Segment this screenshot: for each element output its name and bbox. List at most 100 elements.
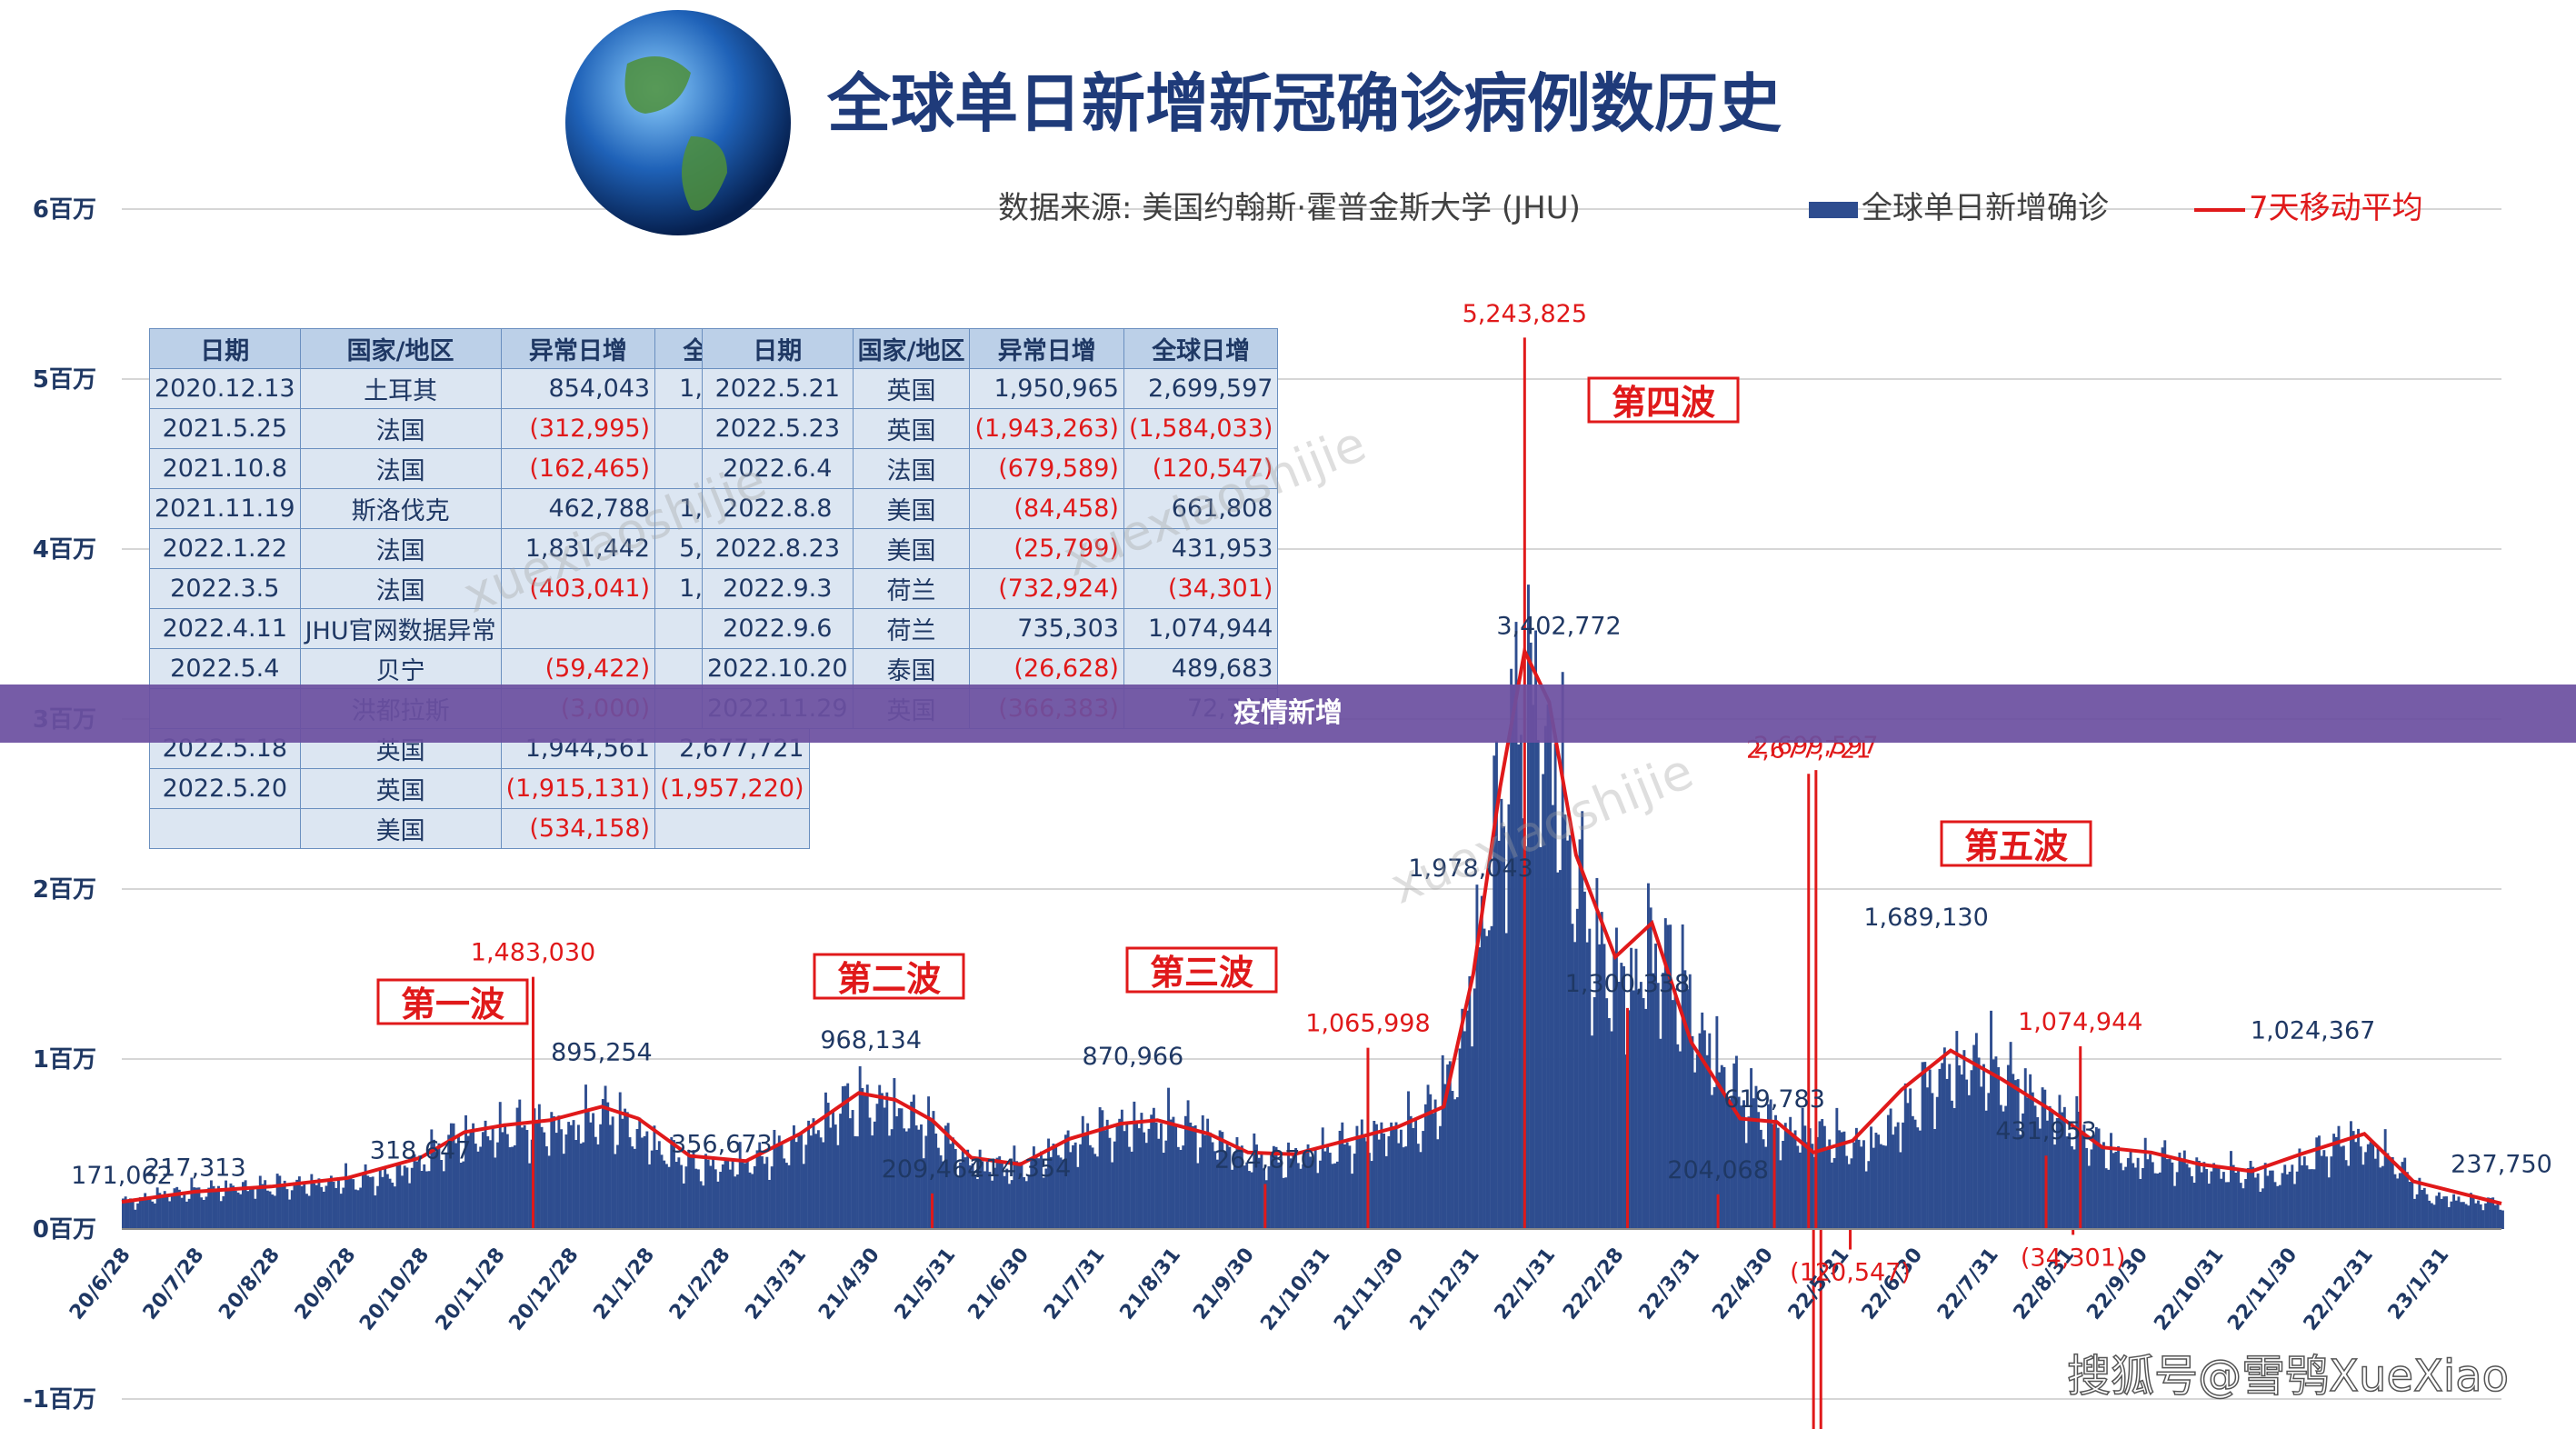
table-cell: 462,788 xyxy=(500,488,656,529)
daily-bar xyxy=(1475,884,1479,1229)
daily-bar xyxy=(553,1115,555,1229)
daily-bar xyxy=(1150,1114,1153,1229)
daily-bar xyxy=(1634,948,1638,1229)
daily-bar xyxy=(185,1201,188,1229)
x-tick-label: 20/12/28 xyxy=(504,1244,583,1334)
daily-bar xyxy=(822,1142,825,1229)
daily-bar xyxy=(1243,1165,1246,1229)
daily-bar xyxy=(518,1099,522,1229)
daily-bar xyxy=(2220,1178,2223,1229)
daily-bar xyxy=(2188,1167,2192,1229)
daily-bar xyxy=(1870,1126,1872,1229)
legend-line-label: 7天移动平均 xyxy=(2249,190,2423,226)
daily-bar xyxy=(763,1164,766,1229)
daily-bar xyxy=(1503,825,1505,1229)
daily-bar xyxy=(1328,1153,1332,1229)
daily-bar xyxy=(2464,1204,2468,1229)
daily-bar xyxy=(2012,1074,2015,1229)
daily-bar xyxy=(952,1137,954,1229)
daily-bar xyxy=(327,1179,331,1229)
daily-bar xyxy=(768,1179,771,1229)
table-cell: 贝宁 xyxy=(299,648,502,689)
table-row: 2022.5.21 英国 1,950,965 2,699,597 xyxy=(702,368,1279,409)
daily-bar xyxy=(1796,1145,1800,1229)
daily-bar xyxy=(342,1187,345,1229)
daily-bar xyxy=(606,1102,610,1229)
daily-bar xyxy=(694,1168,698,1229)
daily-bar xyxy=(819,1137,823,1229)
daily-bar xyxy=(1253,1133,1256,1229)
daily-bar xyxy=(1483,928,1486,1229)
daily-bar xyxy=(1977,1057,1981,1229)
daily-bar xyxy=(1532,705,1535,1229)
daily-bar xyxy=(794,1142,798,1229)
daily-bar xyxy=(2484,1203,2488,1229)
daily-bar xyxy=(959,1162,963,1229)
table-cell: 1,950,965 xyxy=(969,368,1124,409)
daily-bar xyxy=(1034,1154,1038,1229)
daily-bar xyxy=(2391,1156,2394,1229)
daily-bar xyxy=(734,1176,737,1229)
daily-bar xyxy=(1727,1101,1731,1229)
daily-bar xyxy=(1360,1119,1363,1229)
daily-bar xyxy=(364,1164,367,1229)
daily-bar xyxy=(486,1136,490,1229)
daily-bar xyxy=(1673,988,1677,1229)
daily-bar xyxy=(320,1186,324,1229)
daily-bar xyxy=(1671,1000,1674,1229)
data-label: 3,402,772 xyxy=(1496,613,1621,641)
daily-bar xyxy=(621,1118,624,1229)
daily-bar xyxy=(324,1185,328,1229)
daily-bar xyxy=(1160,1123,1163,1229)
daily-bar xyxy=(197,1187,201,1229)
daily-bar xyxy=(1654,944,1657,1229)
daily-bar xyxy=(1701,1012,1704,1229)
daily-bar xyxy=(790,1137,794,1229)
daily-bar xyxy=(611,1116,614,1229)
daily-bar xyxy=(1529,642,1533,1229)
daily-bar xyxy=(865,1084,869,1229)
x-tick-label: 21/4/30 xyxy=(814,1244,884,1324)
data-label: 619,783 xyxy=(1723,1085,1825,1114)
table-cell: (403,041) xyxy=(500,568,656,609)
wave-box xyxy=(813,953,965,1000)
daily-bar xyxy=(973,1174,977,1229)
daily-bar xyxy=(2242,1188,2245,1229)
wave-box xyxy=(376,978,529,1025)
daily-bar xyxy=(1698,1033,1702,1229)
daily-bar xyxy=(356,1190,360,1229)
daily-bar xyxy=(2435,1195,2439,1229)
daily-bar xyxy=(731,1159,734,1229)
table-cell: 美国 xyxy=(299,808,502,849)
daily-bar xyxy=(846,1083,850,1229)
daily-bar xyxy=(1825,1149,1829,1229)
daily-bar xyxy=(2205,1168,2208,1229)
daily-bar xyxy=(2308,1169,2311,1229)
daily-bar xyxy=(442,1171,445,1229)
daily-bar xyxy=(2239,1183,2242,1229)
daily-bar xyxy=(1933,1129,1937,1229)
y-tick-label: 6百万 xyxy=(33,196,96,224)
daily-bar xyxy=(1206,1118,1210,1229)
daily-bar xyxy=(440,1160,444,1229)
daily-bar xyxy=(868,1117,872,1229)
daily-bar xyxy=(234,1190,237,1229)
daily-bar xyxy=(2253,1177,2257,1229)
daily-bar xyxy=(1598,944,1602,1229)
daily-bar xyxy=(187,1198,191,1229)
daily-bar xyxy=(1111,1162,1114,1229)
data-label: 1,074,944 xyxy=(2018,1008,2142,1036)
daily-bar xyxy=(1960,1074,1963,1229)
daily-bar xyxy=(2327,1177,2331,1229)
daily-bar xyxy=(193,1187,196,1229)
daily-bar xyxy=(1338,1130,1342,1229)
daily-bar xyxy=(2359,1146,2362,1229)
daily-bar xyxy=(2330,1156,2333,1229)
daily-bar xyxy=(631,1146,634,1229)
daily-bar xyxy=(378,1167,382,1229)
daily-bar xyxy=(2041,1087,2044,1229)
daily-bar xyxy=(1561,672,1564,1229)
daily-bar xyxy=(165,1196,169,1229)
daily-bar xyxy=(1299,1168,1303,1229)
daily-bar xyxy=(430,1129,434,1229)
